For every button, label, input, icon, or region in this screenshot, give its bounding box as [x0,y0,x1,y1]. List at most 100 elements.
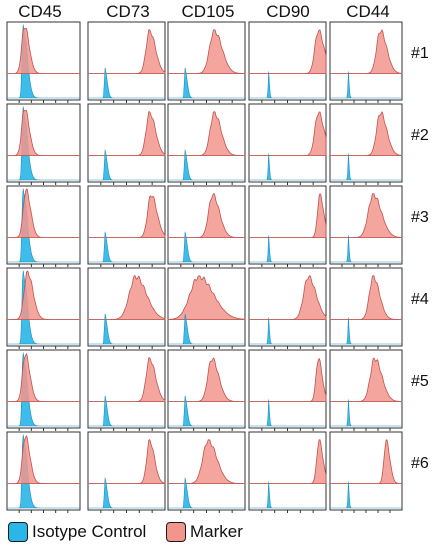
marker-histogram [168,193,245,238]
panel-frame [6,103,81,183]
isotype-histogram [168,231,245,263]
isotype-histogram [330,235,402,263]
marker-histogram [249,439,327,484]
panel-cd73-row-3 [87,185,166,267]
marker-swatch-icon [166,522,186,542]
column-label-cd45: CD45 [18,2,62,21]
isotype-histogram [330,481,402,509]
marker-histogram [7,352,80,402]
isotype-histogram [330,317,402,345]
panel-cd73-row-1 [87,21,166,103]
row-label-4: #4 [411,291,429,308]
panel-frame [6,267,81,347]
panel-cd44-row-6 [329,431,403,513]
isotype-histogram [168,395,245,427]
isotype-histogram [249,235,326,263]
legend-isotype-control: Isotype Control [8,520,146,544]
panel-cd90-row-3 [248,185,327,267]
panel-frame [6,21,81,101]
isotype-histogram [168,477,245,509]
panel-frame [6,185,81,265]
marker-histogram [168,111,245,156]
panel-cd90-row-2 [248,103,327,185]
panel-frame [329,267,403,347]
row-label-1: #1 [411,45,429,62]
panel-cd105-row-6 [167,431,246,513]
panel-cd45-row-5 [6,349,81,431]
marker-histogram [330,275,402,320]
marker-histogram [330,357,403,402]
marker-histogram [7,434,80,484]
isotype-histogram [249,481,326,509]
marker-histogram [7,109,80,156]
marker-histogram [88,357,166,402]
marker-histogram [168,29,246,74]
marker-histogram [330,29,403,74]
panel-cd90-row-6 [248,431,327,513]
column-label-cd105: CD105 [181,2,235,21]
column-label-cd73: CD73 [106,2,150,21]
panel-frame [248,349,327,429]
marker-histogram [88,111,166,156]
panel-cd44-row-2 [329,103,403,185]
row-label-5: #5 [411,373,429,390]
panel-frame [6,349,81,429]
panel-cd105-row-1 [167,21,246,103]
panel-cd45-row-2 [6,103,81,185]
panel-frame [6,431,81,511]
isotype-histogram [249,71,326,99]
row-label-3: #3 [411,209,429,226]
isotype-histogram [88,149,165,181]
row-label-6: #6 [411,455,429,472]
isotype-histogram [88,477,165,509]
marker-histogram [330,193,403,238]
panel-cd45-row-4 [6,267,81,349]
isotype-histogram [88,395,165,427]
isotype-histogram [249,399,326,427]
panel-frame [329,103,403,183]
marker-histogram [249,111,327,156]
marker-histogram [88,275,166,320]
row-label-2: #2 [411,127,429,144]
column-label-cd90: CD90 [266,2,310,21]
panel-cd44-row-4 [329,267,403,349]
panel-cd73-row-6 [87,431,166,513]
isotype-histogram [330,399,402,427]
panel-frame [248,431,327,511]
panel-cd45-row-1 [6,21,81,103]
panel-cd44-row-1 [329,21,403,103]
panel-cd73-row-5 [87,349,166,431]
marker-histogram [88,29,166,74]
isotype-histogram [168,149,245,181]
panel-cd90-row-5 [248,349,327,431]
marker-histogram [167,275,246,320]
isotype-histogram [88,231,165,263]
panel-cd90-row-4 [248,267,327,349]
isotype-histogram [249,317,326,345]
panel-cd105-row-4 [167,267,246,349]
isotype-histogram [168,313,245,345]
marker-histogram [88,195,166,238]
panel-cd73-row-4 [87,267,166,349]
panel-frame [329,21,403,101]
panel-cd45-row-6 [6,431,81,513]
histogram-panels [6,21,403,513]
marker-histogram [88,439,166,484]
isotype-histogram [168,67,245,99]
isotype-histogram [330,153,402,181]
panel-frame [248,185,327,265]
marker-histogram [249,192,327,238]
panel-cd73-row-2 [87,103,166,185]
isotype-histogram [330,71,402,99]
column-label-cd44: CD44 [346,2,390,21]
marker-histogram [168,439,246,484]
panel-cd44-row-3 [329,185,403,267]
isotype-histogram [88,67,165,99]
marker-histogram [249,275,327,320]
legend-marker-label: Marker [190,522,243,541]
isotype-histogram [249,153,326,181]
legend-isotype-label: Isotype Control [32,522,147,541]
marker-histogram [330,438,403,484]
marker-histogram [7,188,80,238]
